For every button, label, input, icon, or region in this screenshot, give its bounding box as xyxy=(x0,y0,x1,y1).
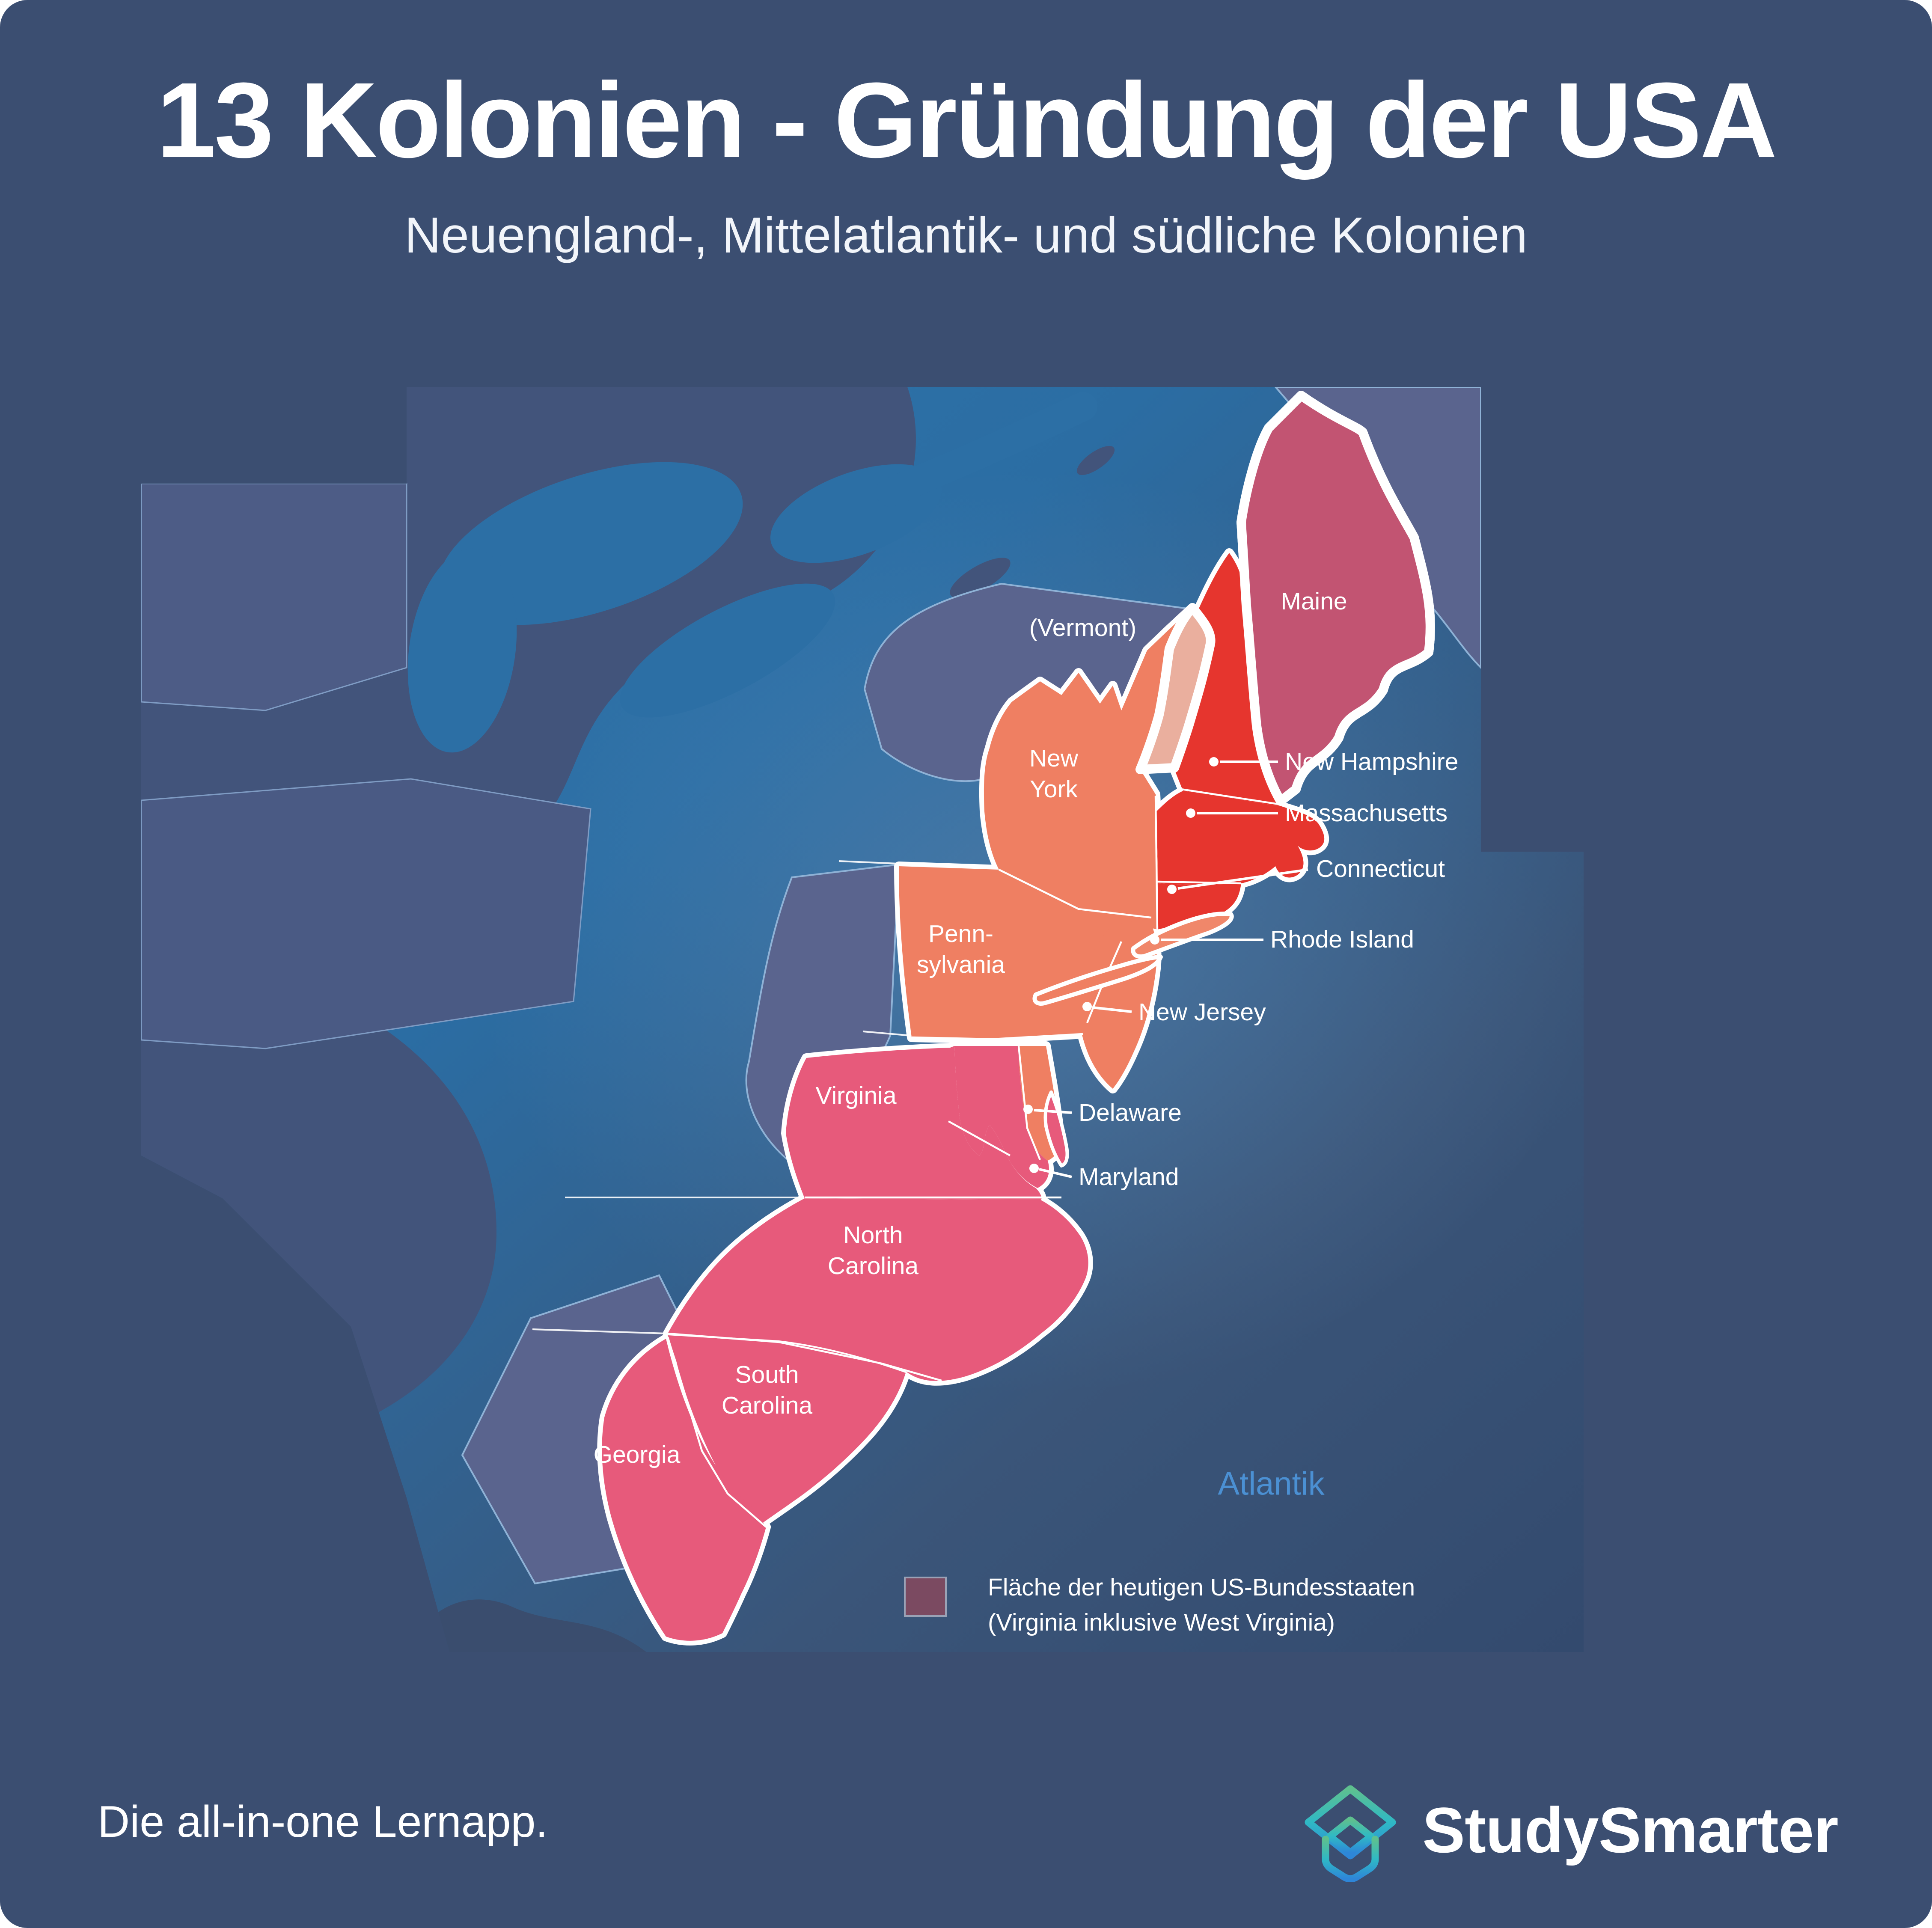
legend-line1: Fläche der heutigen US-Bundesstaaten xyxy=(988,1574,1415,1601)
legend-text: Fläche der heutigen US-Bundesstaaten (Vi… xyxy=(988,1570,1415,1640)
land-slab-north xyxy=(141,483,407,711)
st-lawrence-river xyxy=(876,392,1097,507)
label-new-york-line1: New xyxy=(1029,745,1079,772)
lake-huron xyxy=(438,462,743,625)
legend-swatch xyxy=(904,1577,947,1617)
map-graphic xyxy=(141,387,1584,1652)
label-massachusetts: Massachusetts xyxy=(1285,799,1448,827)
label-south-carolina: South Carolina xyxy=(722,1359,812,1421)
land-slab-mid xyxy=(141,778,591,1049)
label-maryland: Maryland xyxy=(1079,1163,1179,1191)
region-maine xyxy=(1236,391,1435,806)
region-vermont xyxy=(1135,603,1216,774)
region-new-york xyxy=(984,608,1192,930)
label-pennsylvania-line1: Penn- xyxy=(928,920,994,948)
tagline: Die all-in-one Lernapp. xyxy=(98,1797,548,1847)
page-subtitle: Neuengland-, Mittelatlantik- und südlich… xyxy=(404,207,1528,264)
label-maine: Maine xyxy=(1281,588,1347,615)
label-new-york: New York xyxy=(1029,743,1078,805)
region-rhode-island xyxy=(1131,911,1234,959)
region-virginia xyxy=(786,1046,1042,1200)
label-connecticut: Connecticut xyxy=(1316,855,1445,882)
leader-lines xyxy=(1034,761,1308,1178)
label-new-hampshire: New Hampshire xyxy=(1285,748,1459,775)
island-blob-1 xyxy=(950,558,1011,598)
label-north-carolina: North Carolina xyxy=(828,1220,918,1281)
label-vermont: (Vermont) xyxy=(1029,614,1137,642)
label-rhode-island: Rhode Island xyxy=(1270,926,1414,953)
page-title: 13 Kolonien - Gründung der USA xyxy=(156,60,1777,180)
studysmarter-wordmark: StudySmarter xyxy=(1422,1794,1839,1866)
lake-erie xyxy=(620,583,835,718)
leader-dots xyxy=(1023,757,1219,1173)
region-long-island xyxy=(1032,955,1163,1006)
label-pennsylvania: Penn- sylvania xyxy=(917,918,1005,980)
lake-michigan xyxy=(407,548,517,753)
region-north-carolina xyxy=(668,1198,1088,1381)
label-new-york-line2: York xyxy=(1030,775,1078,803)
label-georgia: Georgia xyxy=(593,1441,681,1468)
label-north-carolina-line1: North xyxy=(843,1221,903,1249)
label-north-carolina-line2: Carolina xyxy=(827,1252,919,1280)
legend-line2: (Virginia inklusive West Virginia) xyxy=(988,1609,1335,1636)
colony-fills xyxy=(602,553,1325,1641)
land-gulf-wedge xyxy=(407,1599,646,1652)
label-south-carolina-line2: Carolina xyxy=(721,1392,813,1419)
colonies-map: Maine (Vermont) New York Penn- sylvania … xyxy=(137,385,1584,1652)
island-blob-2 xyxy=(1076,446,1115,475)
label-new-jersey: New Jersey xyxy=(1138,998,1266,1026)
region-georgia xyxy=(602,1339,766,1641)
region-connecticut xyxy=(1156,883,1241,930)
region-maryland xyxy=(954,1046,1049,1188)
label-virginia: Virginia xyxy=(815,1082,897,1109)
label-delaware: Delaware xyxy=(1079,1099,1182,1126)
label-atlantik: Atlantik xyxy=(1218,1465,1325,1502)
region-south-carolina xyxy=(668,1335,906,1524)
studysmarter-icon xyxy=(1305,1785,1396,1882)
label-south-carolina-line1: South xyxy=(735,1361,799,1388)
label-pennsylvania-line2: sylvania xyxy=(917,951,1005,978)
